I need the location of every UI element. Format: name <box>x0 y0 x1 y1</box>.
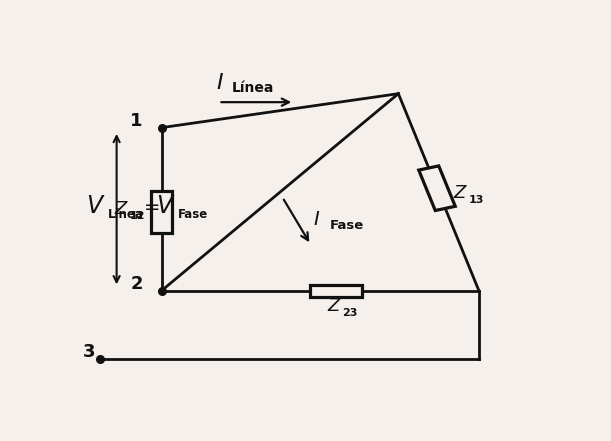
Text: $Z$: $Z$ <box>327 297 342 315</box>
Text: $Z$: $Z$ <box>114 200 130 218</box>
Text: $I$: $I$ <box>216 73 224 93</box>
Polygon shape <box>419 166 455 210</box>
Text: Línea: Línea <box>232 82 274 95</box>
Text: Línea: Línea <box>108 208 144 220</box>
Text: $=$: $=$ <box>141 196 161 215</box>
Text: 3: 3 <box>83 343 95 361</box>
Text: 13: 13 <box>469 195 484 205</box>
Text: $Z$: $Z$ <box>453 184 469 202</box>
Text: $V$: $V$ <box>156 194 175 218</box>
Text: 12: 12 <box>130 211 145 221</box>
Text: 1: 1 <box>130 112 143 130</box>
Text: $I$: $I$ <box>313 210 320 229</box>
Text: $V$: $V$ <box>86 194 105 218</box>
Text: 23: 23 <box>342 308 357 318</box>
Polygon shape <box>151 191 172 233</box>
Text: 2: 2 <box>130 275 143 293</box>
Text: Fase: Fase <box>178 208 208 220</box>
Polygon shape <box>310 284 362 297</box>
Text: Fase: Fase <box>330 219 364 232</box>
